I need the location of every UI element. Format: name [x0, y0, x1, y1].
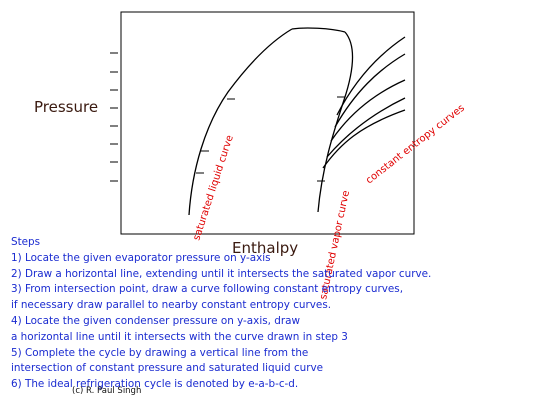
constant-entropy-curves — [322, 36, 406, 169]
x-axis-label: Enthalpy — [232, 239, 298, 257]
saturated-liquid-label: saturated liquid curve — [191, 134, 235, 242]
step-line: 2) Draw a horizontal line, extending unt… — [11, 267, 432, 280]
step-line: 6) The ideal refrigeration cycle is deno… — [11, 378, 299, 391]
step-line: 1) Locate the given evaporator pressure … — [11, 251, 271, 264]
saturated-liquid-curve — [188, 28, 293, 216]
y-axis-ticks — [110, 52, 118, 182]
dome-top — [291, 27, 346, 33]
constant-entropy-curve-1 — [336, 36, 406, 116]
liquid-curve-ticks — [196, 98, 235, 174]
step-line: 5) Complete the cycle by drawing a verti… — [11, 346, 309, 359]
constant-entropy-curve-2 — [334, 53, 406, 128]
step-line: a horizontal line until it intersects wi… — [11, 330, 348, 343]
plot-frame — [120, 11, 415, 235]
steps-title: Steps — [11, 236, 41, 248]
steps-list: Steps 1) Locate the given evaporator pre… — [11, 235, 546, 393]
vapor-curve-ticks — [317, 96, 345, 182]
step-line: 4) Locate the given condenser pressure o… — [11, 314, 300, 327]
constant-entropy-label: constant entropy curves — [364, 103, 467, 187]
constant-entropy-curve-5 — [322, 109, 406, 169]
step-line: intersection of constant pressure and sa… — [11, 362, 324, 375]
step-line: if necessary draw parallel to nearby con… — [11, 299, 332, 312]
y-axis-label: Pressure — [34, 98, 98, 116]
constant-entropy-curve-4 — [326, 97, 406, 158]
copyright-text: (c) R. Paul Singh — [72, 386, 142, 396]
saturated-vapor-curve — [317, 31, 354, 213]
step-line: 3) From intersection point, draw a curve… — [11, 283, 403, 296]
constant-entropy-curve-3 — [330, 79, 406, 142]
